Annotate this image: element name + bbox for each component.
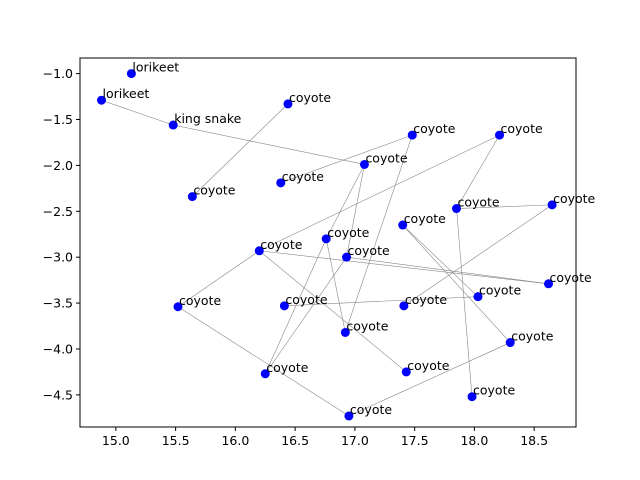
data-point [187,192,197,202]
point-label: coyote [457,195,499,210]
point-group [97,69,557,421]
edge-22 [284,296,479,307]
point-label: coyote [350,402,392,417]
point-label: coyote [511,329,553,344]
axes-frame [79,57,577,428]
data-point [344,411,354,421]
data-point [97,95,107,105]
edge-8 [456,204,553,209]
data-point [276,178,286,188]
edge-19 [346,256,549,285]
edge-15 [402,224,479,297]
data-point [544,279,554,289]
edge-group [101,99,553,417]
edge-9 [456,208,473,397]
point-label: coyote [266,360,308,375]
edge-0 [101,99,174,126]
x-tick-label: 18.0 [460,433,488,448]
x-tick-label: 17.0 [341,433,369,448]
edge-7 [346,164,365,258]
edge-23 [348,342,511,417]
point-label: king snake [174,111,241,126]
data-point [495,130,505,140]
point-label: coyote [407,358,449,373]
data-point [260,369,270,379]
y-tick-label: −4.0 [43,341,73,356]
point-label: coyote [346,318,388,333]
y-tick-label: −1.5 [43,112,73,127]
point-label: coyote [479,283,521,298]
data-point [473,292,483,302]
edge-21 [177,250,260,308]
edge-16 [402,224,511,343]
point-label-group: lorikeet lorikeet king snake coyote coyote co… [103,60,596,417]
edge-14 [265,257,347,374]
data-point [451,204,461,214]
edge-4 [456,134,500,209]
edge-20 [177,306,350,417]
data-point [173,302,183,312]
edge-13 [264,238,327,374]
x-tick-label: 16.0 [221,433,249,448]
y-tick-label: −4.5 [43,387,73,402]
x-tick-label: 18.5 [520,433,548,448]
x-tick-label: 17.5 [401,433,429,448]
point-label: coyote [179,293,221,308]
point-label: lorikeet [103,86,150,101]
point-label: coyote [405,292,447,307]
point-label: lorikeet [132,60,179,75]
data-point [505,338,515,348]
data-point [340,327,350,337]
data-point [342,252,352,262]
point-label: coyote [193,183,235,198]
point-label: coyote [348,243,390,258]
x-tick-label: 16.5 [281,433,309,448]
point-label: coyote [282,169,324,184]
edge-11 [345,135,413,333]
y-tick-label: −2.5 [43,204,73,219]
edge-10 [403,204,553,307]
data-point [547,200,557,210]
point-label: coyote [413,121,455,136]
edge-1 [173,124,365,165]
y-axis: −1.0 −1.5 −2.0 −2.5 −3.0 −3.5 −4.0 −4.5 [43,66,80,402]
point-label: coyote [289,90,331,105]
data-point [401,367,411,377]
x-tick-label: 15.0 [102,433,130,448]
x-axis: 15.0 15.5 16.0 16.5 17.0 17.5 18.0 18.5 [102,427,548,448]
data-point [399,301,409,311]
data-point [359,159,369,169]
edge-12 [325,238,346,333]
edge-18 [259,250,407,373]
data-point [168,120,178,130]
point-label: coyote [327,225,369,240]
point-label: coyote [260,237,302,252]
data-point [279,301,289,311]
point-label: coyote [550,270,592,285]
edge-5 [259,134,500,252]
data-point [126,69,136,79]
edge-2 [192,103,289,197]
data-point [283,99,293,109]
point-label: coyote [473,383,515,398]
point-label: coyote [285,292,327,307]
point-label: coyote [404,211,446,226]
data-point [254,246,264,256]
point-label: coyote [365,150,407,165]
data-point [467,392,477,402]
data-point [321,234,331,244]
point-label: coyote [501,121,543,136]
edge-17 [259,250,549,285]
y-tick-label: −1.0 [43,66,73,81]
x-tick-label: 15.5 [162,433,190,448]
y-tick-label: −2.0 [43,158,73,173]
edge-6 [325,164,365,239]
point-label: coyote [553,191,595,206]
data-point [398,220,408,230]
data-point [407,130,417,140]
edge-3 [280,134,413,184]
y-tick-label: −3.5 [43,296,73,311]
y-tick-label: −3.0 [43,250,73,265]
